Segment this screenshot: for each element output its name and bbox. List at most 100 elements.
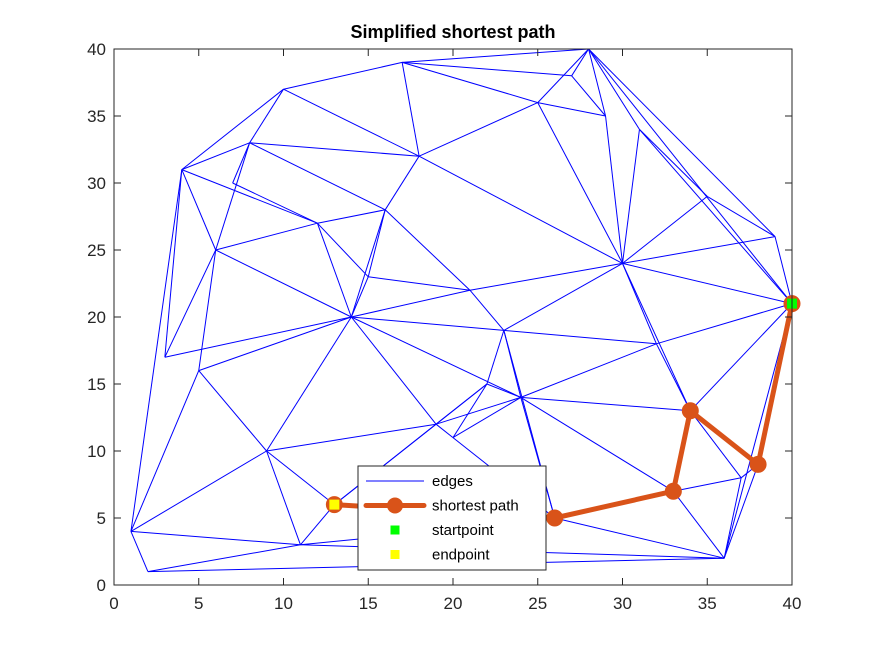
y-tick-label: 0 — [97, 576, 106, 595]
edge-line — [384, 155, 420, 211]
edge-line — [723, 477, 742, 559]
edge-line — [537, 48, 589, 103]
edge-line — [215, 249, 352, 318]
edge-line — [622, 129, 640, 264]
edge-line — [588, 48, 793, 304]
edge-line — [503, 262, 623, 331]
edge-line — [401, 62, 420, 157]
edge-line — [266, 450, 335, 505]
edge-line — [605, 115, 623, 264]
edge-line — [232, 182, 318, 224]
edge-line — [672, 490, 725, 559]
edge-line — [520, 343, 657, 398]
edge-line — [300, 504, 335, 546]
edge-line — [622, 236, 776, 264]
edge-line — [486, 383, 521, 398]
y-tick-label: 25 — [87, 241, 106, 260]
edge-line — [351, 316, 522, 398]
edge-line — [181, 142, 250, 171]
edge-line — [181, 88, 284, 170]
edge-line — [130, 530, 301, 546]
y-tick-label: 15 — [87, 375, 106, 394]
edge-line — [350, 276, 369, 318]
edge-line — [588, 48, 640, 130]
y-tick-label: 30 — [87, 174, 106, 193]
legend-label: startpoint — [432, 522, 495, 539]
edge-line — [215, 222, 318, 251]
x-tick-label: 0 — [109, 594, 118, 613]
edge-line — [435, 423, 454, 438]
edge-line — [571, 75, 606, 117]
x-tick-label: 25 — [528, 594, 547, 613]
edge-line — [622, 263, 691, 412]
legend-label: endpoint — [432, 547, 490, 564]
edge-line — [723, 464, 759, 559]
edge-line — [198, 370, 267, 452]
edge-line — [435, 383, 488, 425]
shortest-path-marker — [749, 455, 767, 473]
edge-line — [350, 209, 386, 318]
x-tick-label: 35 — [698, 594, 717, 613]
edge-line — [418, 155, 623, 264]
legend-swatch-startpoint — [390, 525, 400, 535]
edge-line — [130, 531, 149, 572]
edge-line — [384, 209, 471, 291]
legend-swatch-path-marker — [387, 497, 403, 514]
edge-line — [164, 169, 183, 358]
edge-line — [452, 383, 488, 438]
edge-line — [317, 222, 369, 278]
edge-line — [418, 102, 538, 157]
edge-line — [706, 195, 776, 238]
edge-line — [266, 423, 437, 452]
edge-line — [130, 450, 267, 532]
edge-line — [351, 289, 471, 318]
edge-line — [588, 48, 776, 237]
edge-line — [622, 196, 708, 264]
edge-line — [402, 61, 538, 104]
edge-line — [147, 544, 301, 573]
edge-line — [181, 169, 217, 251]
edge-line — [537, 102, 623, 264]
edge-line — [452, 396, 522, 439]
edge-line — [503, 329, 657, 345]
edge-line — [435, 396, 521, 425]
edge-line — [249, 142, 420, 157]
edge-line — [215, 142, 251, 251]
y-tick-label: 5 — [97, 509, 106, 528]
edge-line — [249, 88, 284, 144]
edge-line — [130, 169, 183, 532]
edge-line — [554, 517, 725, 559]
edge-line — [655, 343, 691, 412]
edge-line — [689, 303, 793, 412]
axes: 0 5 10 15 20 25 30 35 40 0 5 10 15 20 25 30 35 40 — [87, 40, 801, 613]
x-tick-label: 15 — [359, 594, 378, 613]
edge-line — [588, 48, 607, 117]
y-tick-label: 35 — [87, 107, 106, 126]
edge-line — [520, 396, 674, 492]
legend-swatch-endpoint — [390, 550, 400, 559]
x-tick-label: 20 — [444, 594, 463, 613]
x-tick-label: 30 — [613, 594, 632, 613]
x-tick-label: 40 — [783, 594, 802, 613]
edge-line — [130, 370, 200, 532]
edge-line — [639, 129, 708, 197]
edge-line — [232, 142, 251, 184]
edge-line — [520, 396, 691, 412]
shortest-path-marker — [664, 482, 682, 500]
legend-box — [357, 465, 547, 571]
endpoint-marker — [329, 499, 340, 510]
edge-line — [350, 316, 437, 425]
edge-line — [622, 262, 793, 305]
x-tick-label: 5 — [194, 594, 203, 613]
edge-line — [402, 48, 589, 63]
edge-line — [367, 209, 386, 277]
edge-line — [469, 289, 505, 331]
edge-line — [164, 316, 352, 358]
edge-line — [639, 129, 793, 304]
shortest-path-marker — [546, 509, 564, 527]
edge-line — [469, 262, 623, 291]
legend: edges shortest path startpoint endpoint — [357, 465, 547, 571]
edge-line — [249, 142, 386, 211]
edge-line — [774, 236, 793, 304]
y-tick-label: 20 — [87, 308, 106, 327]
